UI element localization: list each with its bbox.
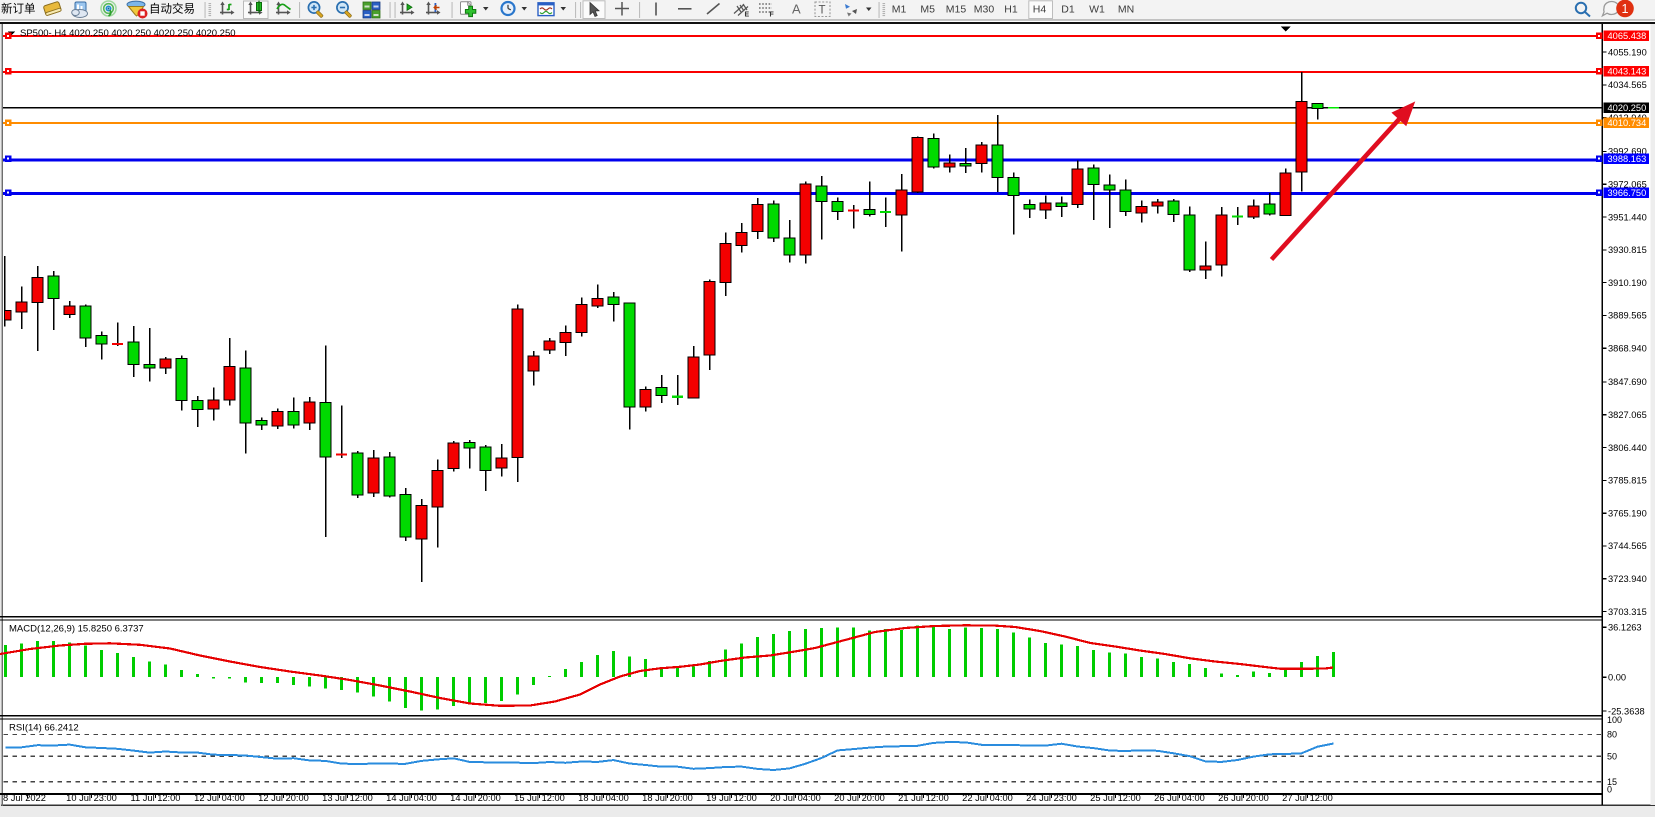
svg-text:3992.690: 3992.690: [1608, 147, 1647, 157]
svg-text:3951.440: 3951.440: [1608, 212, 1647, 222]
svg-text:T: T: [819, 5, 826, 17]
svg-text:M15: M15: [946, 4, 967, 16]
svg-text:4034.565: 4034.565: [1608, 80, 1647, 90]
svg-text:MACD(12,26,9) 15.8250 6.3737: MACD(12,26,9) 15.8250 6.3737: [9, 624, 144, 635]
svg-text:4010.734: 4010.734: [1608, 118, 1647, 128]
svg-text:21 Jul 12:00: 21 Jul 12:00: [898, 793, 949, 803]
svg-text:12 Jul 04:00: 12 Jul 04:00: [194, 793, 245, 803]
svg-text:3744.565: 3744.565: [1608, 541, 1647, 551]
svg-text:M5: M5: [920, 4, 935, 16]
svg-text:W1: W1: [1089, 4, 1105, 16]
svg-text:1: 1: [1622, 2, 1629, 16]
svg-text:3889.565: 3889.565: [1608, 311, 1647, 321]
svg-text:4065.438: 4065.438: [1608, 31, 1647, 41]
svg-text:3988.163: 3988.163: [1608, 154, 1647, 164]
svg-text:20 Jul 04:00: 20 Jul 04:00: [770, 793, 821, 803]
svg-text:19 Jul 12:00: 19 Jul 12:00: [706, 793, 757, 803]
svg-text:26 Jul 20:00: 26 Jul 20:00: [1218, 793, 1269, 803]
svg-text:3703.315: 3703.315: [1608, 607, 1647, 617]
svg-text:4020.250: 4020.250: [1608, 103, 1647, 113]
svg-text:4055.190: 4055.190: [1608, 47, 1647, 57]
svg-text:3910.190: 3910.190: [1608, 278, 1647, 288]
svg-text:12 Jul 20:00: 12 Jul 20:00: [258, 793, 309, 803]
svg-text:14 Jul 04:00: 14 Jul 04:00: [386, 793, 437, 803]
svg-text:3972.065: 3972.065: [1608, 180, 1647, 190]
svg-text:MN: MN: [1118, 4, 1134, 16]
svg-text:3930.815: 3930.815: [1608, 245, 1647, 255]
svg-text:3785.815: 3785.815: [1608, 476, 1647, 486]
svg-text:13 Jul 12:00: 13 Jul 12:00: [322, 793, 373, 803]
svg-text:8 Jul 2022: 8 Jul 2022: [3, 793, 46, 803]
svg-text:SP500-.H4 4020.250 4020.250 4: SP500-.H4 4020.250 4020.250 4020.250 402…: [20, 28, 236, 39]
svg-text:11 Jul 12:00: 11 Jul 12:00: [131, 793, 181, 803]
svg-text:3827.065: 3827.065: [1608, 410, 1647, 420]
svg-text:36.1263: 36.1263: [1608, 622, 1642, 632]
svg-text:18 Jul 04:00: 18 Jul 04:00: [578, 793, 629, 803]
svg-text:M1: M1: [892, 4, 907, 16]
svg-text:26 Jul 04:00: 26 Jul 04:00: [1154, 793, 1205, 803]
svg-text:0: 0: [1607, 785, 1612, 795]
svg-text:18 Jul 20:00: 18 Jul 20:00: [642, 793, 693, 803]
svg-text:自动交易: 自动交易: [149, 2, 195, 16]
svg-text:RSI(14) 66.2412: RSI(14) 66.2412: [9, 723, 79, 734]
svg-text:22 Jul 04:00: 22 Jul 04:00: [962, 793, 1013, 803]
svg-text:80: 80: [1607, 730, 1617, 740]
svg-text:24 Jul 23:00: 24 Jul 23:00: [1026, 793, 1077, 803]
svg-text:3723.940: 3723.940: [1608, 574, 1647, 584]
svg-text:3966.750: 3966.750: [1608, 188, 1647, 198]
svg-text:100: 100: [1607, 715, 1622, 725]
svg-text:0.00: 0.00: [1608, 673, 1626, 683]
svg-text:3868.940: 3868.940: [1608, 343, 1647, 353]
svg-text:M30: M30: [974, 4, 995, 16]
svg-text:3847.690: 3847.690: [1608, 377, 1647, 387]
svg-text:F: F: [770, 12, 775, 19]
svg-text:H1: H1: [1004, 4, 1018, 16]
svg-text:E: E: [745, 12, 750, 19]
svg-text:20 Jul 20:00: 20 Jul 20:00: [834, 793, 885, 803]
svg-text:27 Jul 12:00: 27 Jul 12:00: [1282, 793, 1333, 803]
svg-text:D1: D1: [1061, 4, 1075, 16]
svg-text:15: 15: [1607, 777, 1617, 787]
svg-text:新订单: 新订单: [1, 2, 36, 16]
svg-text:25 Jul 12:00: 25 Jul 12:00: [1090, 793, 1141, 803]
svg-text:A: A: [792, 2, 801, 17]
svg-text:15 Jul 12:00: 15 Jul 12:00: [514, 793, 565, 803]
svg-text:-25.3638: -25.3638: [1608, 706, 1645, 716]
svg-text:4043.143: 4043.143: [1608, 67, 1647, 77]
svg-text:H4: H4: [1033, 4, 1047, 16]
svg-text:10 Jul 23:00: 10 Jul 23:00: [66, 793, 117, 803]
svg-text:14 Jul 20:00: 14 Jul 20:00: [450, 793, 501, 803]
svg-text:50: 50: [1607, 752, 1617, 762]
svg-text:3765.190: 3765.190: [1608, 508, 1647, 518]
svg-text:3806.440: 3806.440: [1608, 443, 1647, 453]
